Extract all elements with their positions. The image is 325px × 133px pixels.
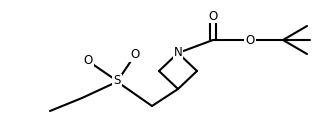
- Text: O: O: [130, 49, 140, 61]
- Text: O: O: [245, 34, 254, 47]
- Text: O: O: [84, 55, 93, 68]
- Text: O: O: [208, 9, 218, 22]
- Text: S: S: [113, 74, 121, 88]
- Text: N: N: [174, 47, 182, 59]
